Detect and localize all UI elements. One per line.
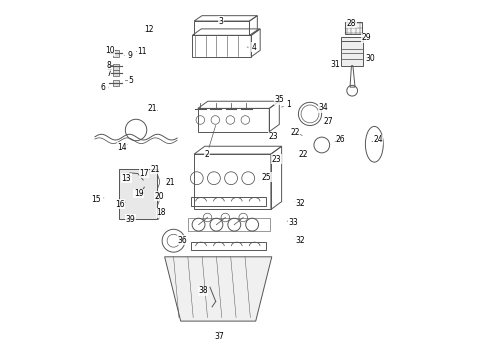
Text: 23: 23: [271, 155, 281, 164]
Text: 33: 33: [287, 218, 298, 227]
Text: 17: 17: [140, 169, 149, 178]
Text: 2: 2: [204, 126, 216, 159]
Bar: [113, 80, 119, 86]
Text: 39: 39: [126, 215, 136, 224]
Text: 35: 35: [274, 95, 284, 104]
Text: 20: 20: [154, 192, 164, 201]
Text: 31: 31: [330, 60, 340, 69]
Text: 6: 6: [100, 83, 109, 92]
Text: 27: 27: [323, 117, 333, 126]
Text: 25: 25: [262, 173, 271, 182]
Text: 15: 15: [91, 195, 104, 204]
Text: 22: 22: [298, 150, 308, 159]
Bar: [113, 64, 119, 70]
Text: 34: 34: [318, 103, 328, 112]
Text: 23: 23: [268, 132, 278, 141]
Text: 32: 32: [295, 235, 305, 244]
Text: 16: 16: [115, 200, 125, 209]
Text: 36: 36: [177, 235, 187, 244]
Text: 38: 38: [198, 286, 208, 295]
Text: 21: 21: [147, 104, 157, 113]
Bar: [342, 37, 363, 66]
Text: 29: 29: [362, 33, 371, 42]
Bar: [113, 70, 119, 76]
Text: 11: 11: [136, 47, 147, 56]
Text: 13: 13: [122, 174, 131, 183]
Text: 3: 3: [219, 17, 223, 26]
Text: 32: 32: [295, 199, 305, 208]
Text: 8: 8: [106, 61, 114, 70]
Text: 28: 28: [347, 19, 356, 28]
Bar: [345, 22, 362, 34]
Text: 9: 9: [124, 51, 132, 60]
Text: 19: 19: [134, 189, 144, 198]
Text: 7: 7: [106, 69, 113, 78]
Text: 14: 14: [117, 143, 127, 152]
Bar: [113, 50, 119, 57]
Text: 1: 1: [282, 100, 292, 109]
Text: 4: 4: [247, 42, 256, 51]
Text: 12: 12: [144, 25, 153, 34]
Text: 10: 10: [105, 46, 117, 55]
Text: 21: 21: [150, 165, 160, 174]
Text: 18: 18: [156, 208, 166, 217]
Text: 21: 21: [166, 178, 175, 187]
Text: 30: 30: [366, 54, 376, 63]
Text: 24: 24: [372, 135, 383, 144]
Polygon shape: [119, 169, 157, 219]
Text: 37: 37: [215, 332, 224, 341]
Text: 26: 26: [335, 135, 345, 144]
Text: 5: 5: [125, 76, 133, 85]
Polygon shape: [165, 257, 272, 321]
Text: 22: 22: [290, 129, 302, 138]
